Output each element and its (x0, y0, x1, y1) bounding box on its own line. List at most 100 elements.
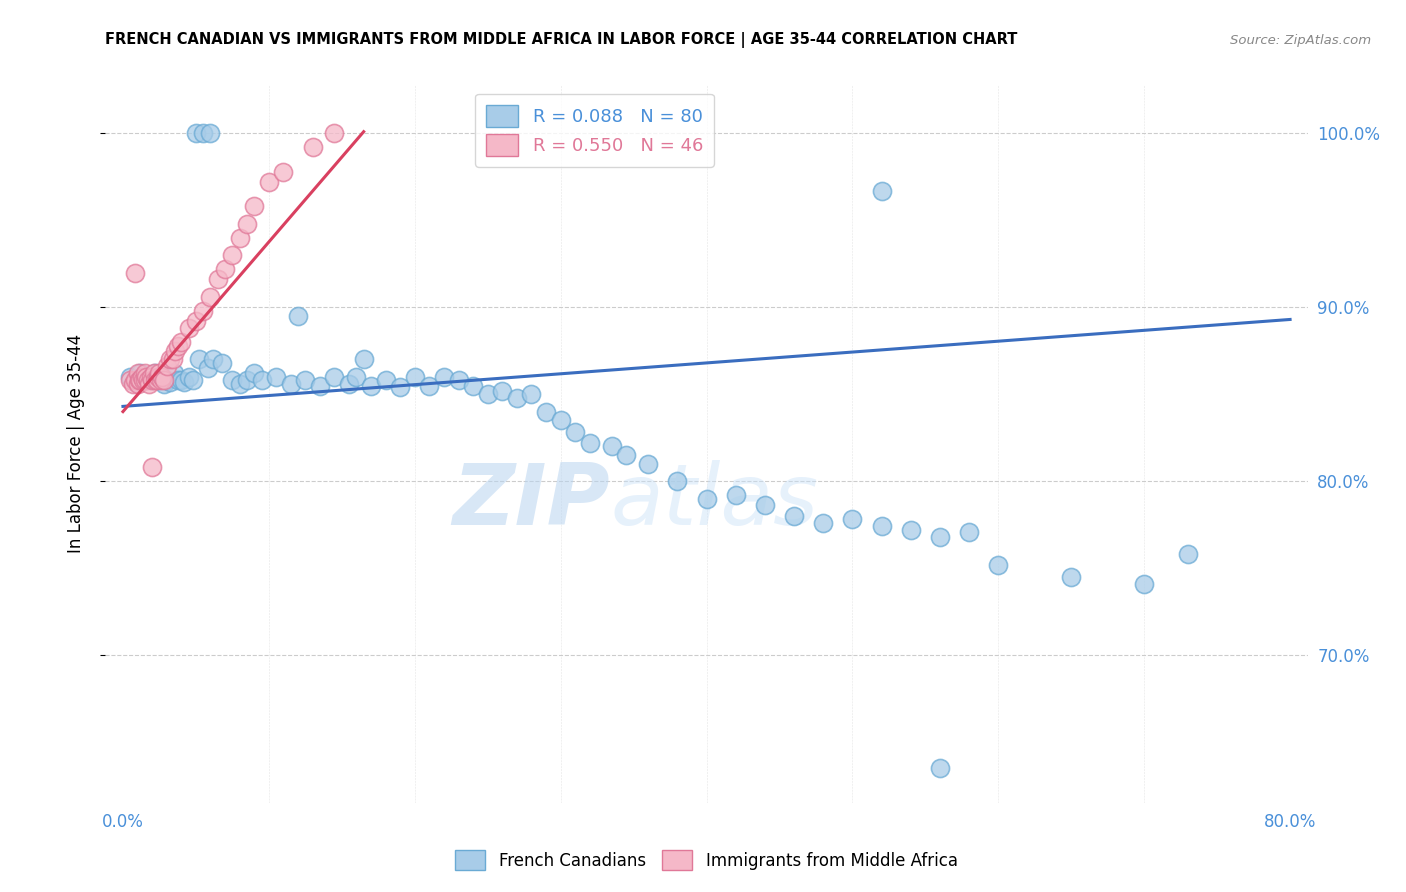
Point (344, 369, 367, 384)
Point (141, 460, 163, 475)
Text: ZIP: ZIP (453, 459, 610, 542)
Point (301, 140, 323, 154)
Point (177, 321, 200, 335)
Point (360, 378, 382, 392)
Point (250, 373, 273, 387)
Point (143, 367, 166, 381)
Point (287, 309, 309, 323)
Point (207, 272, 229, 286)
Point (200, 127, 222, 141)
Point (153, 373, 176, 387)
Point (135, 369, 157, 384)
Point (120, 369, 142, 384)
Point (841, 512, 863, 526)
Point (193, 127, 215, 141)
Point (124, 373, 146, 387)
Point (1133, 576, 1156, 591)
Point (127, 376, 149, 391)
Point (1060, 570, 1083, 584)
Point (148, 367, 170, 381)
Point (695, 491, 717, 506)
Point (156, 359, 179, 374)
Point (724, 488, 747, 502)
Point (236, 217, 259, 231)
Point (491, 384, 513, 398)
Point (228, 231, 250, 245)
Point (243, 367, 266, 381)
Point (754, 499, 776, 513)
Point (461, 378, 484, 392)
Point (202, 352, 225, 367)
Point (280, 376, 302, 391)
Point (957, 524, 980, 539)
Y-axis label: In Labor Force | Age 35-44: In Labor Force | Age 35-44 (66, 334, 84, 553)
Point (177, 369, 200, 384)
Point (149, 373, 172, 387)
Point (323, 127, 346, 141)
Point (353, 352, 375, 367)
Point (374, 373, 396, 387)
Point (197, 361, 219, 376)
Point (214, 262, 236, 277)
Point (264, 369, 287, 384)
Point (184, 314, 207, 328)
Point (146, 369, 169, 384)
Point (170, 373, 193, 387)
Point (273, 164, 295, 178)
Point (564, 425, 586, 440)
Point (145, 373, 167, 387)
Point (150, 369, 173, 384)
Text: FRENCH CANADIAN VS IMMIGRANTS FROM MIDDLE AFRICA IN LABOR FORCE | AGE 35-44 CORR: FRENCH CANADIAN VS IMMIGRANTS FROM MIDDL… (105, 32, 1018, 48)
Point (141, 373, 163, 387)
Point (159, 352, 181, 367)
Point (120, 373, 142, 387)
Point (165, 343, 187, 358)
Point (228, 376, 250, 391)
Point (637, 457, 659, 471)
Point (127, 373, 149, 387)
Point (170, 334, 193, 349)
Text: atlas: atlas (610, 459, 818, 542)
Point (134, 367, 156, 381)
Point (506, 391, 529, 405)
Point (418, 378, 440, 392)
Text: Source: ZipAtlas.com: Source: ZipAtlas.com (1230, 34, 1371, 46)
Point (337, 376, 360, 391)
Point (142, 367, 165, 381)
Point (141, 373, 163, 387)
Point (131, 369, 153, 384)
Point (447, 373, 470, 387)
Point (156, 373, 179, 387)
Point (134, 373, 156, 387)
Point (162, 352, 184, 367)
Point (813, 516, 835, 530)
Point (122, 376, 145, 391)
Legend: French Canadians, Immigrants from Middle Africa: French Canadians, Immigrants from Middle… (449, 843, 965, 877)
Point (167, 373, 190, 387)
Point (124, 375, 146, 389)
Point (929, 761, 952, 775)
Point (987, 558, 1010, 572)
Point (193, 303, 215, 318)
Point (550, 413, 572, 427)
Point (243, 199, 266, 213)
Point (257, 175, 280, 189)
Point (129, 373, 152, 387)
Point (309, 378, 332, 392)
Point (184, 127, 207, 141)
Point (433, 369, 456, 384)
Point (294, 373, 316, 387)
Point (148, 373, 170, 387)
Point (578, 436, 600, 450)
Point (143, 373, 166, 387)
Point (600, 439, 623, 453)
Point (477, 387, 499, 401)
Point (783, 508, 806, 523)
Point (138, 369, 160, 384)
Point (153, 376, 176, 391)
Point (159, 375, 181, 389)
Point (614, 448, 637, 462)
Point (870, 519, 893, 533)
Point (666, 474, 689, 488)
Point (138, 376, 160, 391)
